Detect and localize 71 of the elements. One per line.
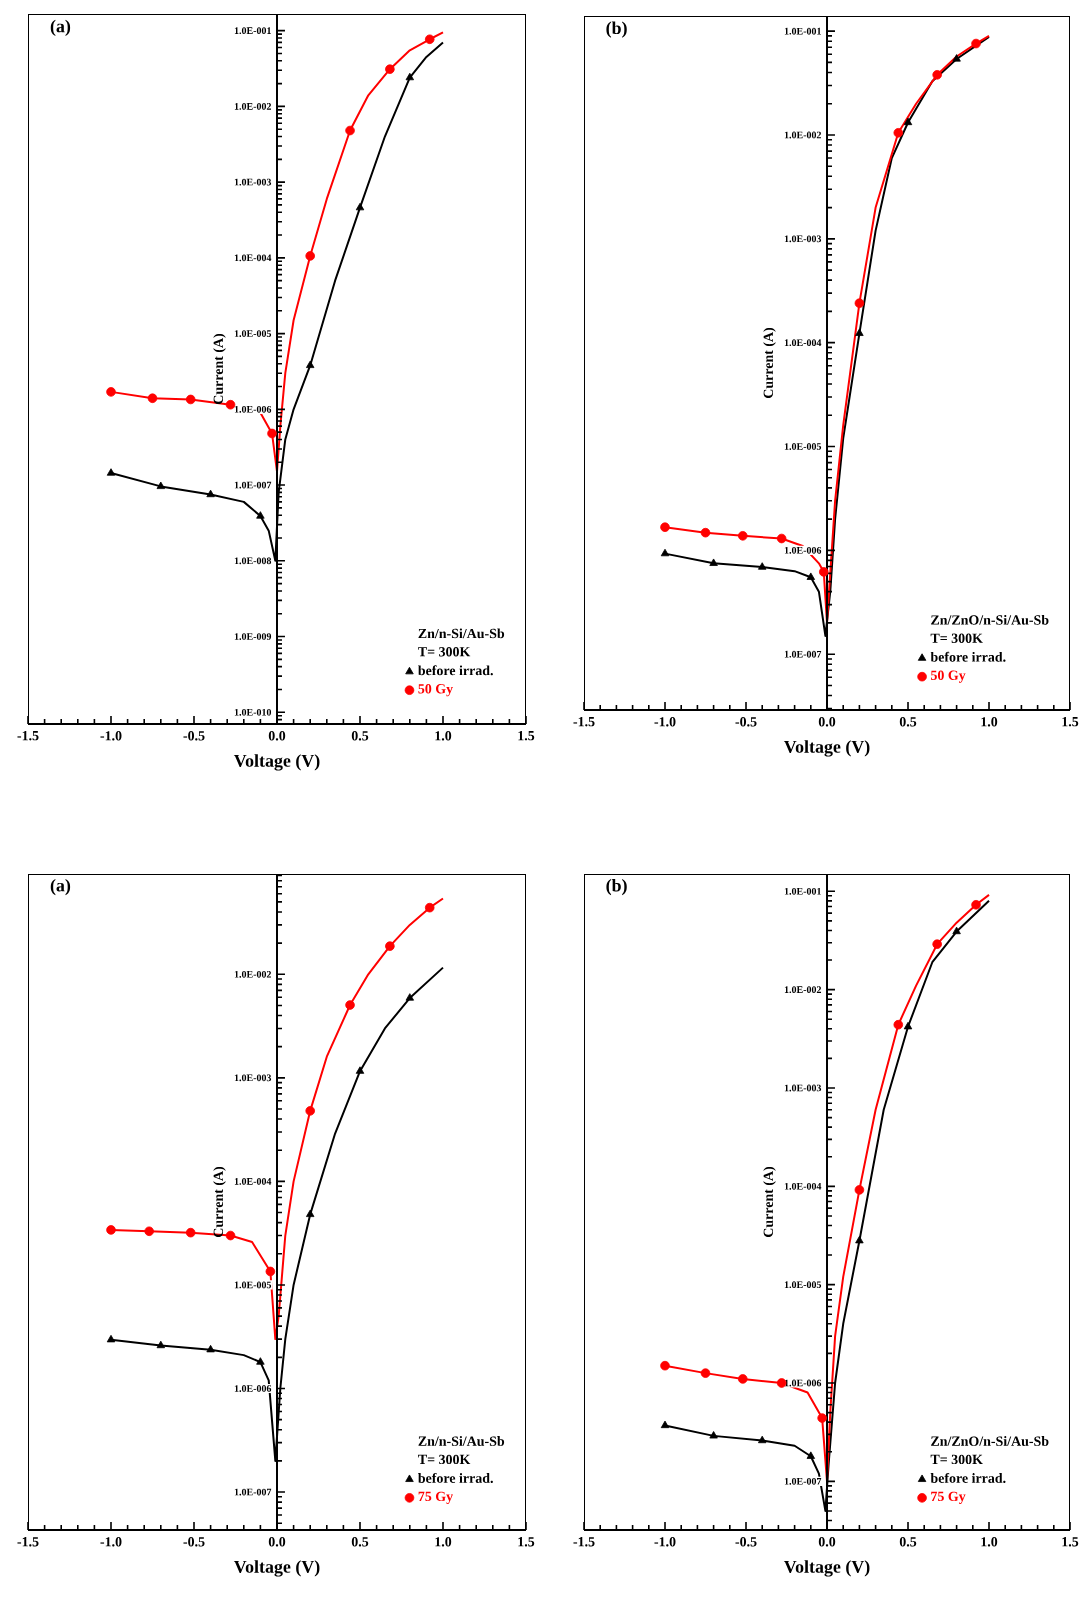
point	[700, 527, 711, 538]
point	[737, 1374, 748, 1384]
chart-title: (b)	[606, 878, 627, 896]
point	[156, 481, 165, 489]
point	[225, 399, 236, 410]
point	[806, 1451, 815, 1459]
point	[106, 468, 116, 476]
point	[660, 522, 670, 532]
point	[256, 511, 265, 519]
point	[355, 1066, 365, 1074]
point	[660, 1420, 670, 1429]
point	[345, 125, 355, 136]
point	[952, 54, 961, 62]
point	[106, 1334, 116, 1343]
point	[709, 558, 718, 566]
point	[758, 562, 767, 570]
point	[424, 902, 435, 913]
point	[206, 489, 215, 498]
point	[156, 1340, 165, 1349]
point	[854, 298, 865, 308]
point	[424, 34, 435, 45]
point	[256, 1357, 265, 1365]
point	[306, 360, 315, 369]
point	[345, 1000, 355, 1010]
point	[893, 128, 904, 138]
point	[225, 1230, 236, 1241]
point	[806, 572, 815, 580]
point	[971, 38, 981, 49]
point	[952, 926, 961, 935]
point	[932, 70, 942, 80]
point	[144, 1226, 154, 1237]
point	[855, 328, 864, 336]
point	[305, 1106, 315, 1116]
chart-title: (a)	[50, 878, 71, 896]
point	[660, 1360, 670, 1371]
point	[385, 64, 395, 74]
point	[776, 533, 787, 544]
point	[903, 1021, 913, 1030]
point	[932, 939, 942, 949]
point	[185, 1227, 196, 1238]
point	[660, 548, 670, 557]
point	[385, 941, 395, 951]
point	[405, 72, 414, 81]
point	[206, 1344, 215, 1353]
x-axis-title: Voltage (V)	[233, 1560, 320, 1577]
chart-title: (b)	[606, 21, 627, 38]
point	[405, 993, 414, 1001]
point	[854, 1185, 865, 1195]
point	[855, 1235, 864, 1244]
point	[709, 1431, 718, 1439]
point	[355, 202, 365, 211]
point	[185, 394, 196, 405]
chart-title: (a)	[50, 19, 71, 36]
point	[818, 567, 829, 577]
point	[306, 1209, 315, 1217]
x-axis-title: Voltage (V)	[233, 754, 320, 771]
point	[893, 1019, 904, 1030]
x-axis-title: Voltage (V)	[783, 740, 870, 757]
point	[106, 1225, 116, 1235]
point	[106, 387, 116, 397]
point	[265, 1266, 276, 1277]
point	[700, 1368, 711, 1378]
point	[305, 251, 315, 261]
x-axis-title: Voltage (V)	[783, 1560, 870, 1577]
point	[758, 1435, 767, 1444]
point	[817, 1413, 827, 1423]
point	[147, 393, 158, 404]
point	[903, 117, 913, 126]
point	[971, 899, 981, 910]
point	[737, 531, 748, 541]
point	[267, 428, 277, 439]
